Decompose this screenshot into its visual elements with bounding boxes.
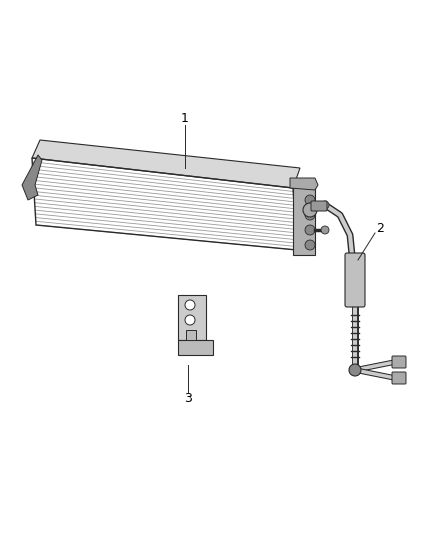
Text: 3: 3 bbox=[184, 392, 192, 405]
FancyBboxPatch shape bbox=[392, 356, 406, 368]
FancyBboxPatch shape bbox=[178, 295, 206, 340]
FancyBboxPatch shape bbox=[345, 253, 365, 307]
Circle shape bbox=[305, 225, 315, 235]
Circle shape bbox=[185, 315, 195, 325]
Circle shape bbox=[321, 226, 329, 234]
Polygon shape bbox=[22, 155, 42, 200]
FancyBboxPatch shape bbox=[293, 182, 315, 255]
FancyBboxPatch shape bbox=[186, 330, 196, 340]
FancyBboxPatch shape bbox=[311, 201, 327, 211]
Circle shape bbox=[349, 364, 361, 376]
Circle shape bbox=[303, 203, 317, 217]
Circle shape bbox=[185, 300, 195, 310]
Circle shape bbox=[305, 210, 315, 220]
Circle shape bbox=[321, 201, 329, 209]
FancyBboxPatch shape bbox=[392, 372, 406, 384]
Text: 2: 2 bbox=[376, 222, 384, 235]
Polygon shape bbox=[32, 140, 300, 188]
Polygon shape bbox=[178, 340, 213, 355]
Polygon shape bbox=[290, 178, 318, 190]
Circle shape bbox=[305, 240, 315, 250]
Text: 1: 1 bbox=[181, 111, 189, 125]
Circle shape bbox=[305, 195, 315, 205]
